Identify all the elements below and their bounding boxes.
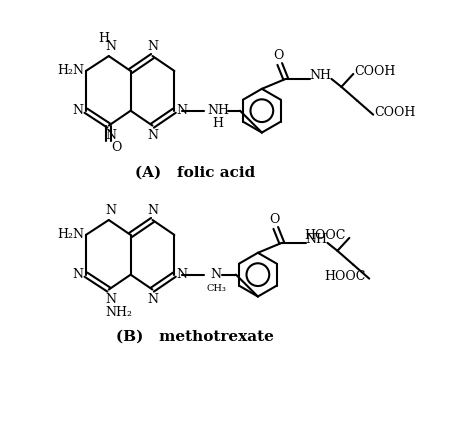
Text: NH: NH bbox=[310, 70, 331, 82]
Text: N: N bbox=[105, 293, 116, 306]
Text: NH: NH bbox=[207, 104, 229, 117]
Text: COOH: COOH bbox=[374, 106, 416, 119]
Text: N: N bbox=[177, 104, 188, 117]
Text: H: H bbox=[98, 32, 109, 44]
Text: HOOC: HOOC bbox=[304, 229, 346, 242]
Text: O: O bbox=[273, 48, 284, 62]
Text: NH₂: NH₂ bbox=[105, 306, 132, 319]
Text: O: O bbox=[111, 141, 122, 154]
Text: N: N bbox=[105, 129, 116, 142]
Text: O: O bbox=[270, 213, 280, 226]
Text: N: N bbox=[177, 268, 188, 281]
Text: HOOC: HOOC bbox=[324, 270, 365, 283]
Text: (A)   folic acid: (A) folic acid bbox=[135, 165, 255, 180]
Text: H₂N: H₂N bbox=[57, 228, 84, 242]
Text: N: N bbox=[147, 204, 158, 216]
Text: N: N bbox=[105, 204, 116, 216]
Text: CH₃: CH₃ bbox=[206, 284, 226, 293]
Text: N: N bbox=[147, 129, 158, 142]
Text: H: H bbox=[213, 117, 224, 130]
Text: NH: NH bbox=[306, 233, 328, 246]
Text: N: N bbox=[73, 268, 83, 281]
Text: (B)   methotrexate: (B) methotrexate bbox=[116, 329, 274, 343]
Text: N: N bbox=[105, 40, 116, 53]
Text: H₂N: H₂N bbox=[57, 64, 84, 77]
Text: N: N bbox=[147, 40, 158, 53]
Text: N: N bbox=[147, 293, 158, 306]
Text: COOH: COOH bbox=[355, 66, 396, 78]
Text: N: N bbox=[210, 268, 222, 281]
Text: N: N bbox=[73, 104, 83, 117]
